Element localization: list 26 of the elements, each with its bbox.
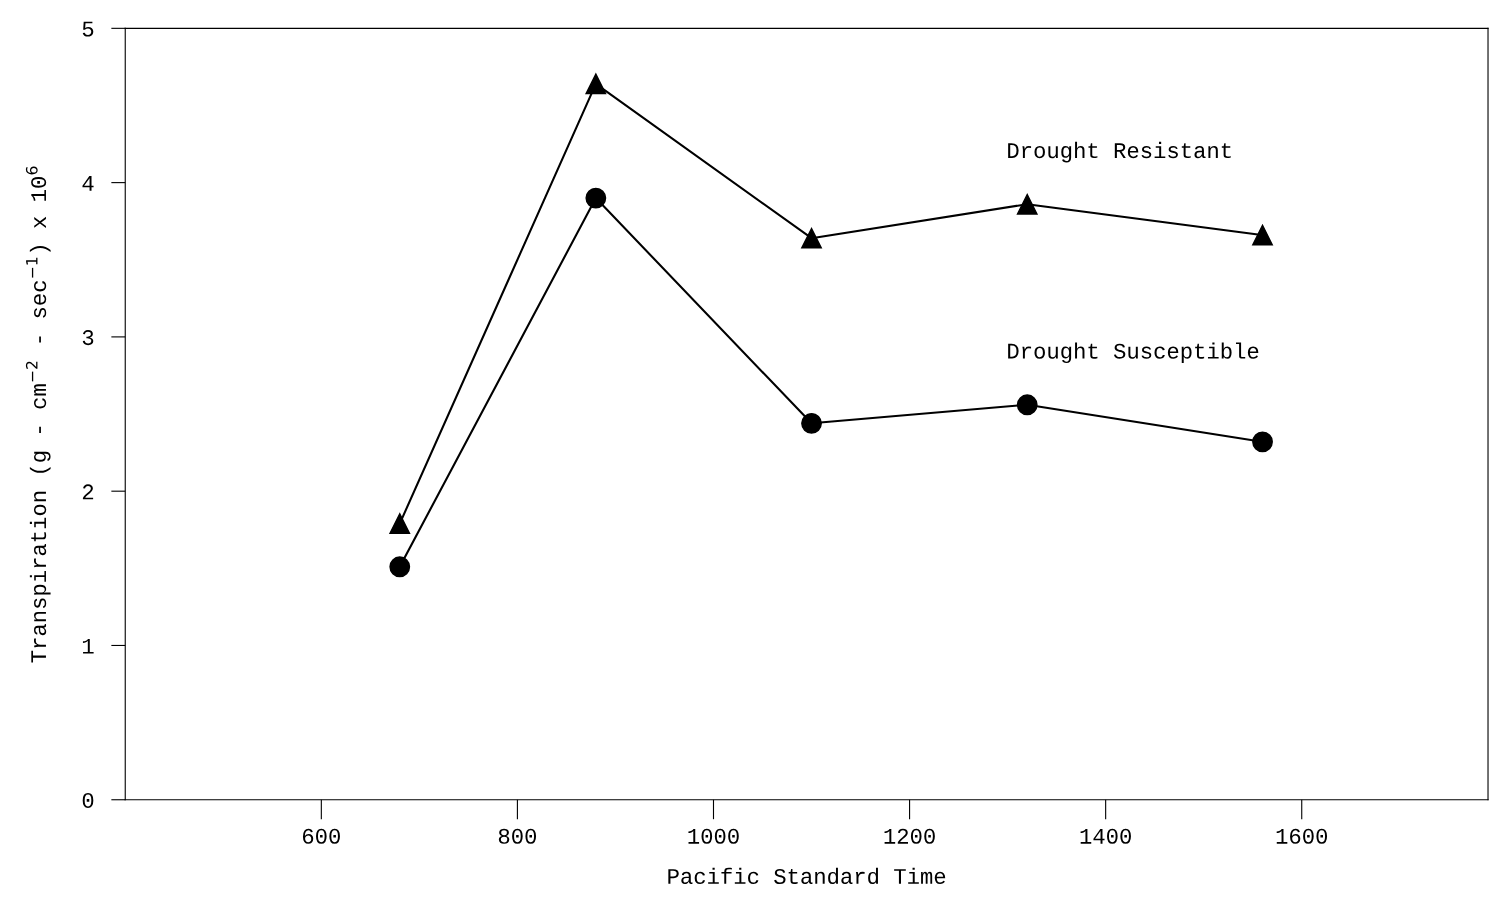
point	[1252, 431, 1273, 453]
point	[801, 412, 822, 434]
y-tick-label: 1	[82, 638, 94, 654]
series-label: Drought Resistant	[1008, 141, 1231, 163]
x-tick-label: 1400	[1080, 828, 1131, 844]
point	[1016, 394, 1038, 416]
point	[801, 227, 822, 249]
point	[389, 513, 411, 535]
y-tick-label: 0	[82, 792, 94, 809]
y-tick-label: 5	[82, 21, 94, 37]
x-tick-label: 600	[302, 828, 340, 844]
x-tick-label: 1000	[688, 828, 739, 844]
point	[389, 556, 411, 578]
x-axis-title: Pacific Standard Time	[668, 867, 946, 885]
point	[585, 187, 607, 209]
y-tick-label: 3	[82, 330, 94, 346]
y-tick-label: 2	[82, 484, 94, 500]
point	[1252, 224, 1273, 246]
point	[585, 73, 607, 95]
series-label: Drought Susceptible	[1008, 342, 1259, 364]
x-tick-label: 800	[498, 828, 537, 844]
point	[1016, 193, 1038, 215]
x-tick-label: 1600	[1276, 828, 1328, 844]
x-tick-label: 1200	[884, 828, 935, 844]
y-tick-label: 4	[82, 176, 94, 191]
text: Transpiration (g - cm$^{−2}$ - sec$^{−1}$) x 10$^{6}$	[25, 166, 51, 663]
